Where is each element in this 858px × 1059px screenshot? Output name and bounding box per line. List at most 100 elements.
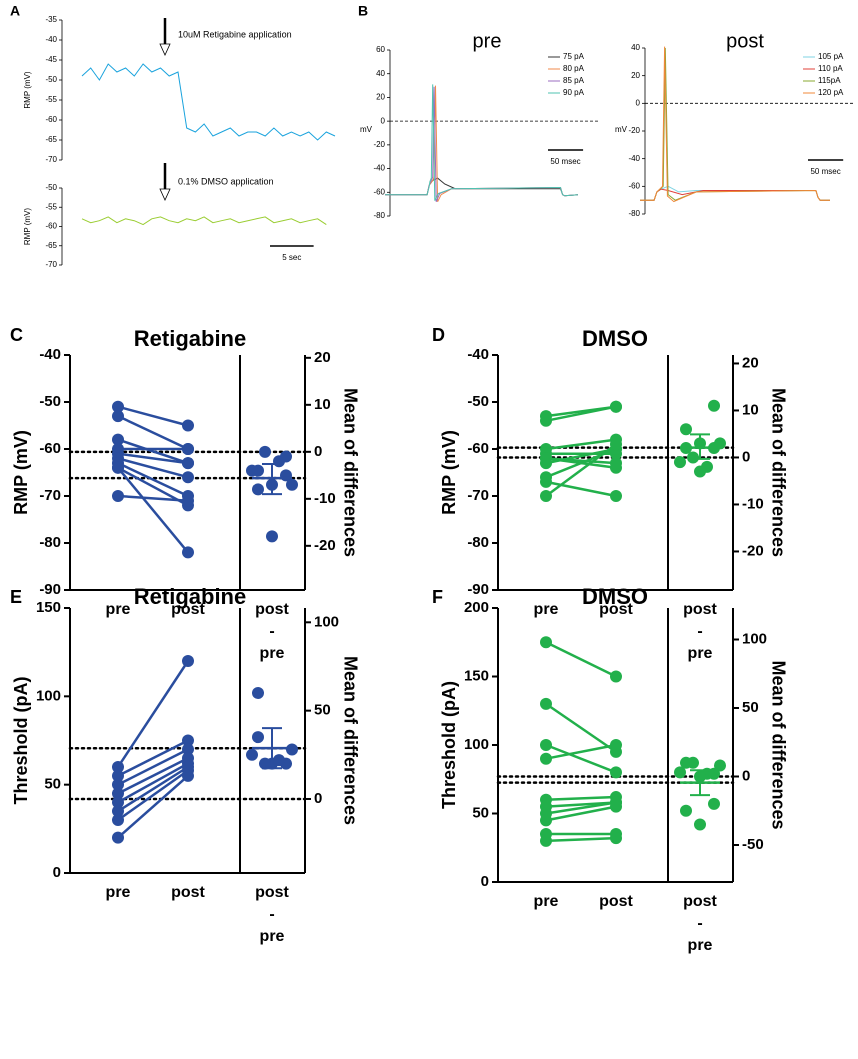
legend-label: 80 pA	[563, 64, 585, 73]
y-tick-label: 60	[376, 45, 385, 54]
difference-point	[246, 748, 258, 761]
difference-point	[714, 759, 726, 772]
pair-line	[545, 801, 617, 815]
panel-letter: C	[10, 325, 23, 345]
y-axis-label: RMP (mV)	[23, 208, 32, 246]
pre-point	[112, 410, 124, 423]
pair-line	[117, 452, 189, 465]
y-tick-label: -70	[45, 260, 57, 269]
pre-point	[112, 490, 124, 502]
y2-tick-label: 0	[314, 790, 322, 807]
pre-point	[540, 739, 552, 751]
pre-point	[112, 778, 124, 791]
pre-point	[540, 697, 552, 710]
arrow-head	[159, 188, 171, 201]
difference-point	[286, 478, 298, 491]
panel-letter: F	[432, 587, 443, 607]
pair-line	[545, 702, 617, 753]
panel-letter: B	[358, 3, 368, 19]
y2-tick-label: 50	[742, 699, 759, 716]
y-tick-label: 100	[36, 687, 61, 704]
y-tick-label: -50	[39, 393, 61, 410]
pre-point	[540, 457, 552, 470]
pre-point	[540, 752, 552, 765]
post-point	[182, 419, 194, 432]
post-point	[182, 743, 194, 756]
pair-line	[117, 457, 189, 479]
chart-title: DMSO	[582, 584, 648, 609]
y-tick-label: -90	[39, 581, 61, 598]
y2-axis-label: Mean of differences	[340, 388, 360, 557]
x-tick-label: pre	[106, 884, 131, 901]
legend-label: 75 pA	[563, 52, 585, 61]
pair-line	[545, 438, 617, 451]
y-tick-label: 150	[36, 599, 61, 616]
difference-point	[246, 464, 258, 477]
y-tick-label: -20	[628, 126, 640, 135]
annotation: 0.1% DMSO application	[178, 176, 274, 186]
difference-point	[252, 483, 264, 496]
post-point	[182, 769, 194, 782]
y2-tick-label: 20	[314, 349, 331, 366]
post-point	[182, 734, 194, 747]
pre-point	[112, 814, 124, 826]
y-tick-label: 0	[481, 873, 489, 890]
difference-point	[266, 530, 278, 543]
pre-point	[112, 796, 124, 809]
pre-point	[540, 636, 552, 649]
y-axis-label: mV	[615, 125, 628, 134]
y-tick-label: -40	[373, 164, 385, 173]
y-tick-label: 20	[631, 71, 640, 80]
difference-point	[286, 743, 298, 756]
difference-point	[259, 757, 271, 770]
difference-point	[252, 731, 264, 744]
pre-point	[540, 414, 552, 427]
y-tick-label: 0	[53, 864, 61, 881]
y-tick-label: -65	[45, 135, 57, 144]
y2-tick-label: -20	[742, 542, 764, 559]
difference-point	[694, 818, 706, 831]
trace	[385, 86, 579, 202]
chart-title: DMSO	[582, 326, 648, 351]
y-tick-label: -40	[39, 346, 61, 363]
y2-tick-label: 100	[314, 613, 339, 630]
difference-point	[680, 804, 692, 817]
post-point	[610, 766, 622, 779]
post-point	[182, 546, 194, 559]
x-tick-label: pre	[106, 601, 131, 618]
panel-letter: D	[432, 325, 445, 345]
y2-tick-label: -20	[314, 537, 336, 554]
post-point	[610, 457, 622, 470]
post-point	[182, 655, 194, 667]
post-point	[182, 443, 194, 455]
trace	[640, 46, 830, 203]
y2-tick-label: 50	[314, 702, 331, 719]
arrow-head	[159, 43, 171, 56]
legend-label: 90 pA	[563, 88, 585, 97]
y-tick-label: 0	[636, 98, 641, 107]
y-tick-label: -50	[45, 183, 57, 192]
x-tick-label: post -pre	[255, 884, 289, 945]
y2-axis-label: Mean of differences	[768, 388, 788, 557]
difference-point	[674, 766, 686, 779]
post-point	[610, 800, 622, 813]
y-axis-label: Threshold (pA)	[11, 677, 31, 805]
panel-letter: E	[10, 587, 22, 607]
pre-point	[112, 805, 124, 818]
difference-point	[708, 797, 720, 810]
scale-bar-label: 50 msec	[550, 157, 580, 166]
pair-line	[545, 457, 617, 465]
pre-point	[112, 769, 124, 782]
pre-point	[112, 461, 124, 474]
pair-line	[117, 438, 189, 465]
x-tick-label: pre	[534, 893, 559, 910]
y2-tick-label: 10	[314, 396, 331, 413]
x-tick-label: post -pre	[255, 601, 289, 662]
y-tick-label: 40	[376, 69, 385, 78]
x-tick-label: post -pre	[683, 893, 717, 954]
difference-point	[708, 767, 720, 780]
y-tick-label: -55	[45, 95, 57, 104]
y2-tick-label: 100	[742, 630, 767, 647]
x-tick-label: post -pre	[683, 601, 717, 662]
